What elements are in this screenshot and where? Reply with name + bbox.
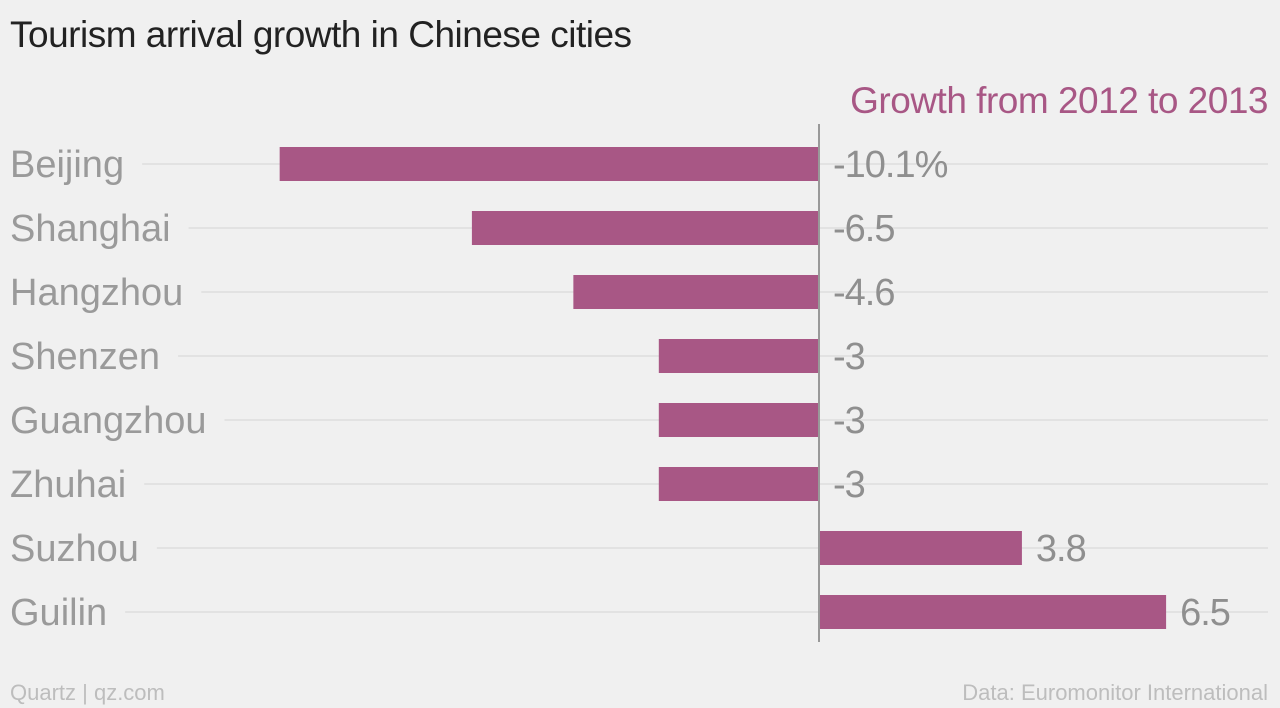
value-label: 3.8: [1036, 528, 1086, 570]
category-label: Shanghai: [10, 208, 171, 250]
value-label: 6.5: [1180, 592, 1230, 634]
category-label: Suzhou: [10, 528, 139, 570]
series-label: Growth from 2012 to 2013: [850, 80, 1268, 121]
category-label: Beijing: [10, 144, 124, 186]
bar: [658, 403, 819, 437]
bar: [819, 595, 1167, 629]
bar: [658, 467, 819, 501]
category-label: Guilin: [10, 592, 107, 634]
bar: [819, 531, 1022, 565]
value-label: -3: [833, 464, 865, 506]
footer-credit: Quartz | qz.com: [10, 680, 165, 705]
footer-source: Data: Euromonitor International: [962, 680, 1268, 705]
value-label: -4.6: [833, 272, 894, 314]
category-label: Zhuhai: [10, 464, 126, 506]
chart-title: Tourism arrival growth in Chinese cities: [10, 14, 632, 55]
bar: [573, 275, 819, 309]
category-label: Shenzen: [10, 336, 160, 378]
bar: [658, 339, 819, 373]
value-label: -6.5: [833, 208, 894, 250]
category-label: Hangzhou: [10, 272, 183, 314]
value-label: -3: [833, 336, 865, 378]
bar: [471, 211, 819, 245]
value-label: -3: [833, 400, 865, 442]
category-label: Guangzhou: [10, 400, 207, 442]
value-label: -10.1%: [833, 144, 948, 186]
bar: [279, 147, 819, 181]
